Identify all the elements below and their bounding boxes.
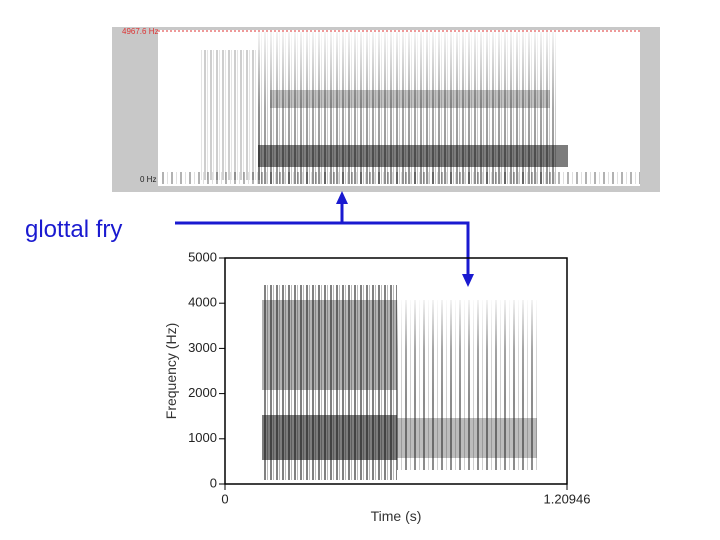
bottom-label: 0 Hz [140, 175, 156, 184]
top-label: 4967.6 Hz [122, 27, 158, 36]
top-texture [160, 32, 640, 184]
arrows [175, 200, 470, 278]
annotation: glottal fry [25, 216, 122, 243]
y-tick-label: 2000 [188, 385, 217, 400]
x-tick-label: 1.20946 [544, 491, 591, 506]
y-tick-label: 1000 [188, 430, 217, 445]
arrowhead [462, 274, 474, 287]
bottom-texture [262, 285, 537, 480]
y-tick-label: 5000 [188, 249, 217, 264]
axes: 0 1000 2000 3000 4000 5000 0 1.20946 [188, 249, 590, 506]
y-tick-label: 4000 [188, 295, 217, 310]
x-axis-label: Time (s) [371, 508, 422, 524]
arrowhead [336, 191, 348, 204]
plot-frame [224, 257, 568, 485]
x-tick-label: 0 [221, 491, 228, 506]
y-axis-label: Frequency (Hz) [163, 323, 179, 419]
y-tick-label: 3000 [188, 340, 217, 355]
y-tick-label: 0 [210, 475, 217, 490]
